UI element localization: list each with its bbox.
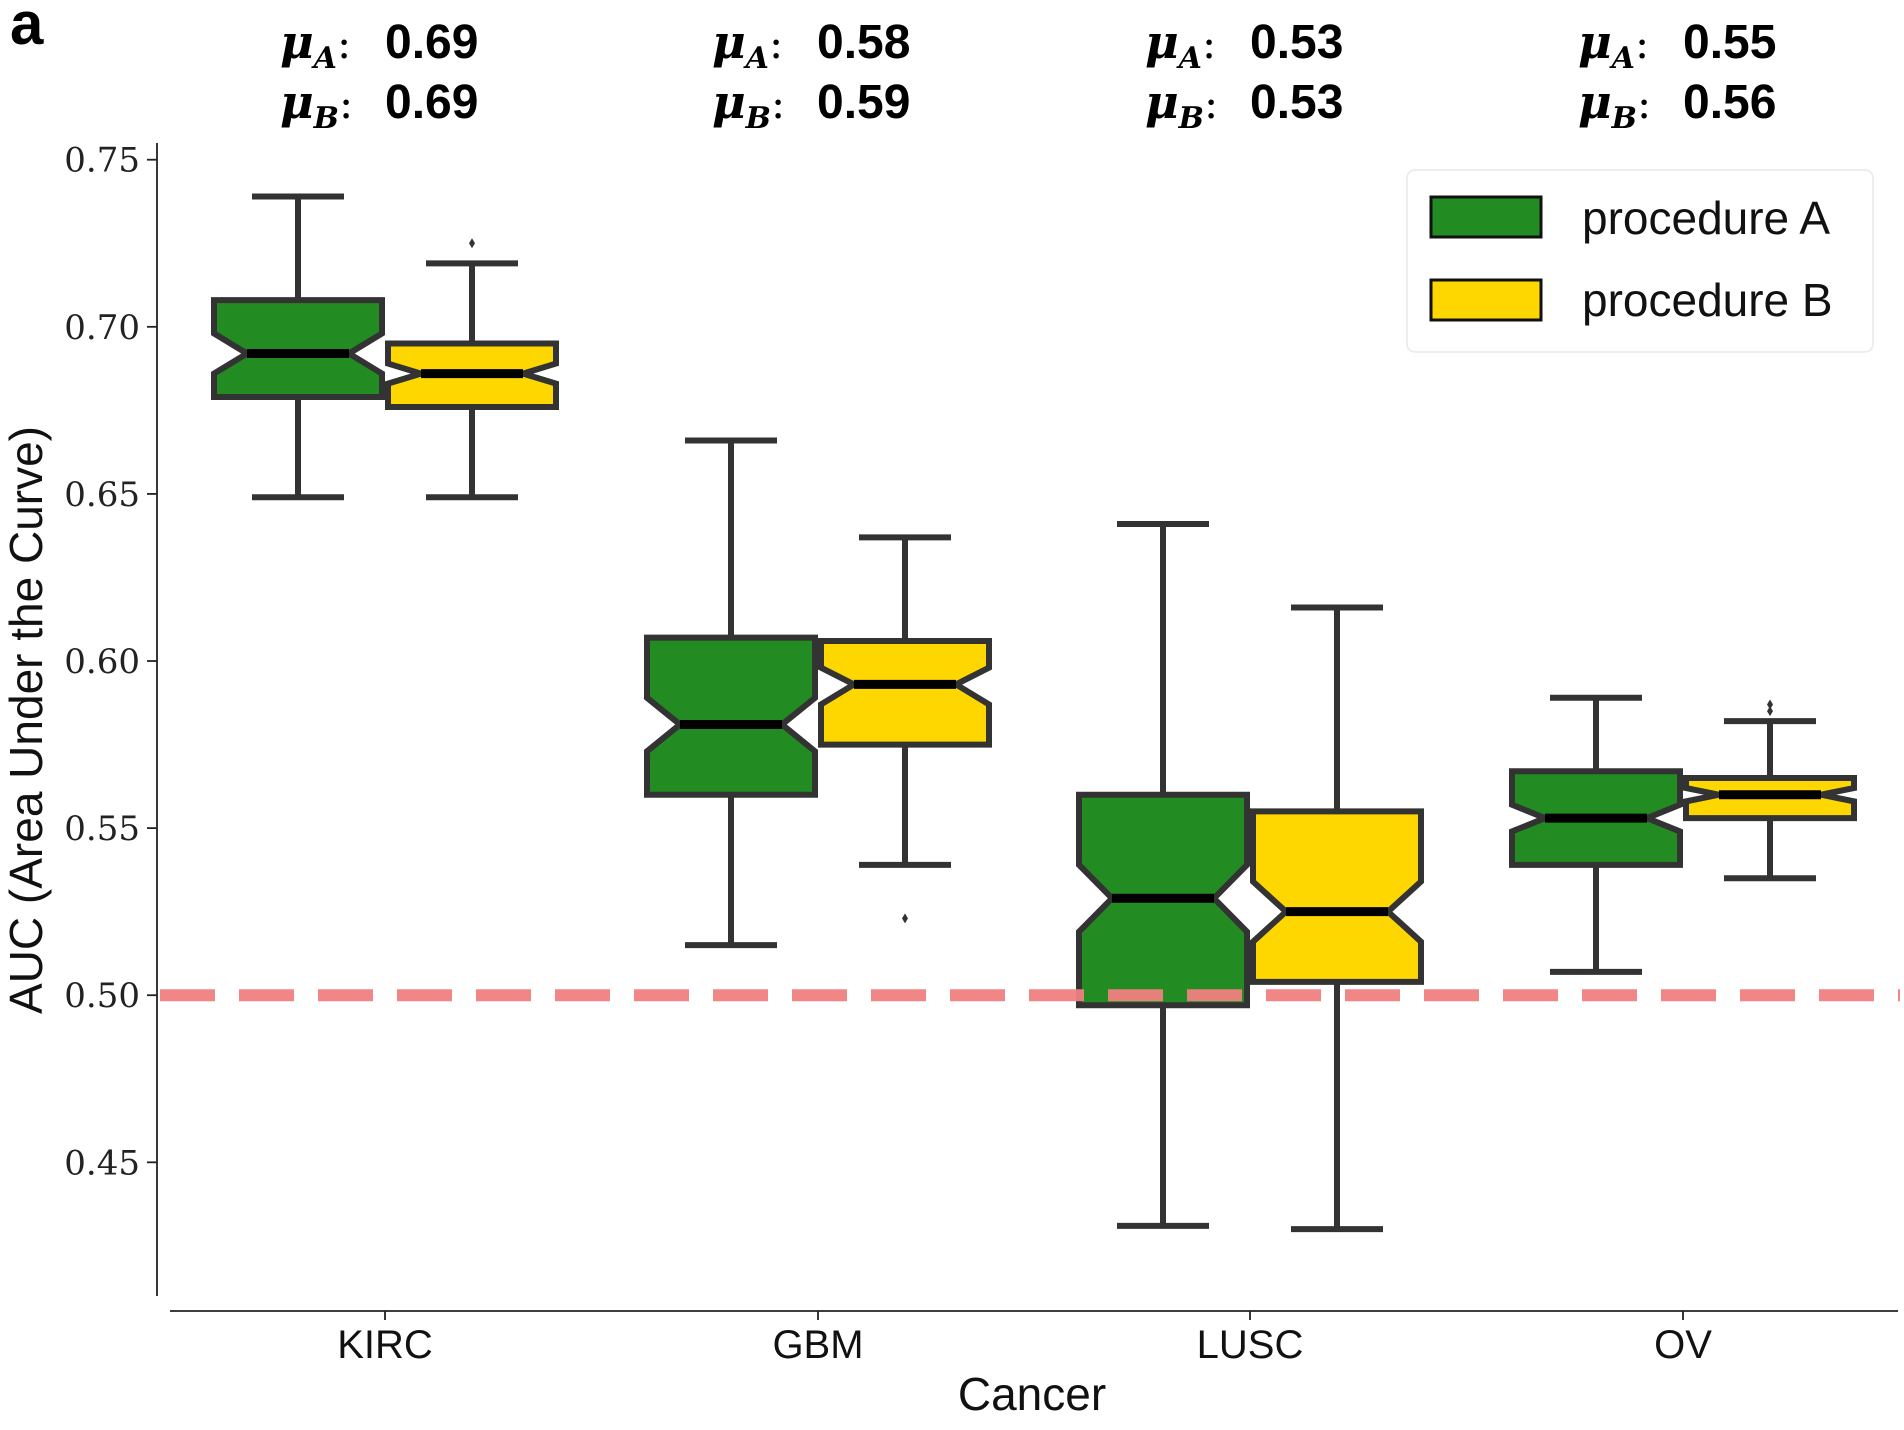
mu-b-value: 0.56: [1683, 76, 1776, 129]
mu-a-value: 0.55: [1683, 16, 1776, 69]
svg-text:μB:: μB:: [1578, 75, 1651, 136]
x-tick-label-lusc: LUSC: [1197, 1323, 1304, 1367]
mu-b-value: 0.59: [817, 76, 910, 129]
mu-a-value: 0.53: [1250, 16, 1343, 69]
box-body: [818, 637, 992, 748]
x-ticks: KIRC GBM LUSC OV: [337, 1311, 1712, 1367]
box-body: [1250, 808, 1424, 985]
outlier-point: [469, 238, 475, 249]
legend-swatch-procedure-a: [1429, 195, 1543, 239]
mu-b-value: 0.69: [385, 76, 478, 129]
y-axis-title: AUC (Area Under the Curve): [0, 426, 52, 1014]
y-tick-label: 0.60: [64, 642, 140, 682]
legend-swatch-procedure-b: [1429, 278, 1543, 322]
x-tick-label-gbm: GBM: [772, 1323, 863, 1367]
box-procedure-a-lusc: [1076, 520, 1250, 1229]
svg-text:μB:: μB:: [712, 75, 785, 136]
box-procedure-b-kirc: [385, 238, 559, 501]
y-tick-label: 0.70: [64, 308, 140, 348]
box-procedure-b-ov: [1683, 699, 1857, 882]
svg-text:μB:: μB:: [1145, 75, 1218, 136]
mu-a-value: 0.69: [385, 16, 478, 69]
legend: procedure A procedure B: [1406, 169, 1874, 353]
mean-label-lusc: μA: 0.53 μB: 0.53: [1145, 15, 1343, 136]
y-tick-label: 0.65: [64, 475, 140, 515]
legend-label-procedure-b: procedure B: [1582, 274, 1833, 326]
svg-text:μA:: μA:: [1145, 15, 1216, 76]
y-tick-label: 0.75: [64, 141, 140, 181]
box-body: [211, 297, 385, 400]
legend-label-procedure-a: procedure A: [1582, 192, 1830, 244]
box-procedure-a-gbm: [644, 437, 818, 949]
outlier-point: [902, 913, 908, 924]
boxes-layer: [211, 193, 1857, 1233]
panel-label: a: [10, 0, 44, 57]
box-procedure-a-kirc: [211, 193, 385, 501]
mu-a-value: 0.58: [817, 16, 910, 69]
svg-text:μA:: μA:: [712, 15, 783, 76]
outlier-point: [1767, 699, 1773, 710]
box-procedure-b-gbm: [818, 534, 992, 924]
x-tick-label-ov: OV: [1654, 1323, 1712, 1367]
box-procedure-b-lusc: [1250, 604, 1424, 1233]
mean-label-kirc: μA: 0.69 μB: 0.69: [280, 15, 478, 136]
svg-text:μA:: μA:: [280, 15, 351, 76]
mean-labels: μA: 0.69 μB: 0.69 μA: 0.58 μB: 0.59 μA: …: [280, 15, 1776, 136]
mean-label-ov: μA: 0.55 μB: 0.56: [1578, 15, 1776, 136]
box-procedure-a-ov: [1509, 694, 1683, 975]
y-tick-label: 0.55: [64, 809, 140, 849]
outlier-point: [1767, 706, 1773, 717]
x-tick-label-kirc: KIRC: [337, 1323, 433, 1367]
mean-label-gbm: μA: 0.58 μB: 0.59: [712, 15, 910, 136]
svg-text:μA:: μA:: [1578, 15, 1649, 76]
y-tick-label: 0.45: [64, 1143, 140, 1183]
svg-text:μB:: μB:: [280, 75, 353, 136]
mu-b-value: 0.53: [1250, 76, 1343, 129]
box-body: [644, 634, 818, 798]
y-tick-label: 0.50: [64, 976, 140, 1016]
y-ticks: 0.45 0.50 0.55 0.60 0.65 0.70 0.75: [64, 141, 157, 1183]
x-axis-title: Cancer: [958, 1368, 1106, 1420]
